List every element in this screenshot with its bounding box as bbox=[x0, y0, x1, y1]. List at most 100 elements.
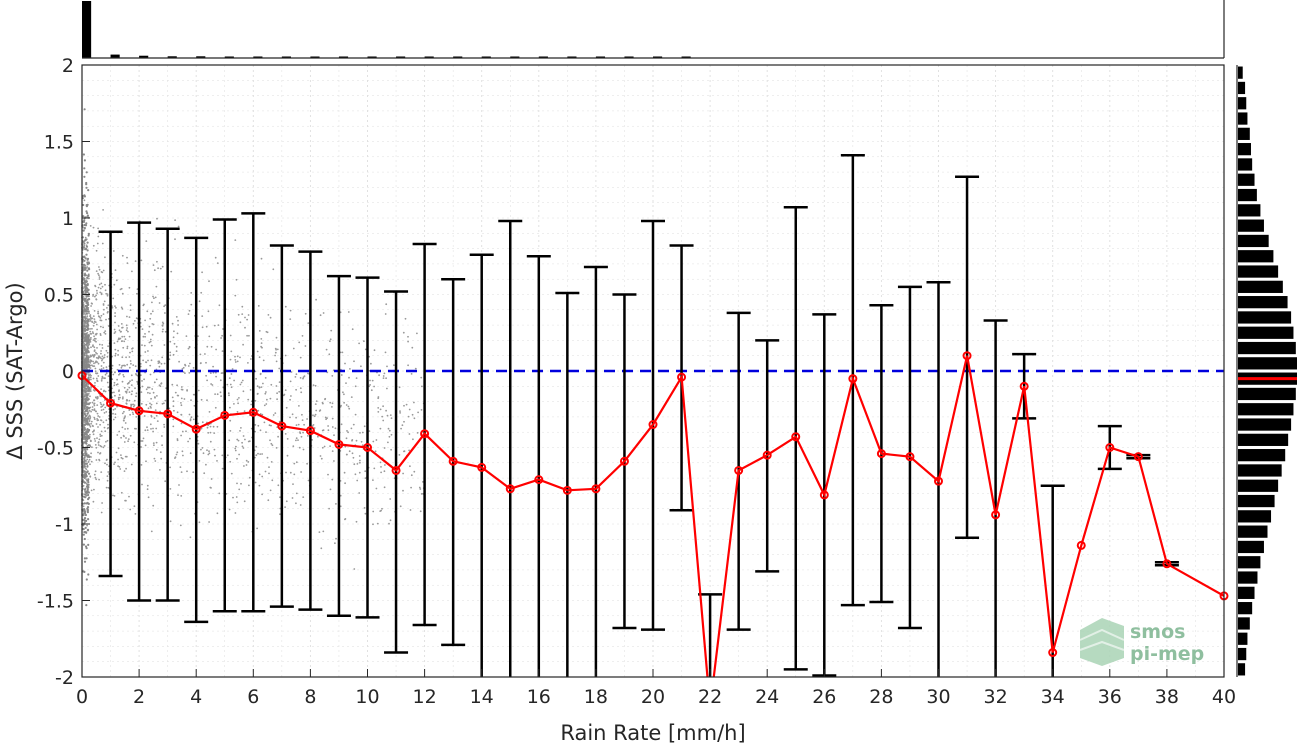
x-tick-label: 28 bbox=[869, 686, 893, 708]
scatter-point bbox=[87, 374, 90, 376]
right-histogram-bar bbox=[1238, 280, 1283, 293]
mean-line bbox=[82, 355, 1224, 677]
scatter-point bbox=[284, 506, 286, 508]
scatter-point bbox=[125, 455, 128, 458]
scatter-point bbox=[190, 292, 193, 294]
scatter-point bbox=[222, 328, 224, 330]
scatter-point bbox=[83, 283, 86, 286]
scatter-point bbox=[176, 451, 179, 454]
scatter-point bbox=[88, 312, 90, 315]
scatter-point bbox=[117, 396, 120, 399]
scatter-point bbox=[272, 268, 275, 271]
scatter-point bbox=[348, 407, 351, 410]
scatter-point bbox=[100, 471, 103, 473]
scatter-point bbox=[153, 457, 156, 460]
scatter-point bbox=[180, 422, 183, 425]
scatter-point bbox=[275, 385, 278, 387]
scatter-point bbox=[260, 342, 263, 344]
top-histogram-bar bbox=[424, 56, 434, 58]
scatter-point bbox=[265, 330, 268, 333]
scatter-point bbox=[261, 413, 264, 416]
scatter-point bbox=[82, 509, 85, 512]
scatter-point bbox=[114, 413, 117, 415]
scatter-point bbox=[124, 415, 126, 418]
scatter-point bbox=[184, 372, 186, 374]
scatter-point bbox=[85, 336, 88, 339]
scatter-point bbox=[172, 400, 175, 403]
scatter-point bbox=[386, 414, 389, 417]
scatter-point bbox=[133, 505, 136, 508]
scatter-point bbox=[85, 312, 88, 315]
scatter-point bbox=[150, 344, 153, 347]
scatter-point bbox=[121, 380, 124, 383]
mean-marker bbox=[191, 424, 201, 434]
right-histogram-bar bbox=[1238, 296, 1288, 309]
scatter-point bbox=[92, 345, 94, 348]
scatter-point bbox=[163, 423, 166, 426]
scatter-point bbox=[85, 222, 88, 225]
scatter-point bbox=[199, 362, 202, 365]
scatter-point bbox=[419, 510, 422, 513]
scatter-point bbox=[98, 268, 101, 271]
scatter-point bbox=[270, 442, 273, 445]
scatter-point bbox=[221, 454, 224, 457]
scatter-point bbox=[405, 403, 408, 406]
scatter-point bbox=[205, 361, 207, 364]
scatter-point bbox=[321, 446, 324, 449]
scatter-point bbox=[343, 393, 345, 396]
scatter-point bbox=[126, 256, 128, 259]
top-histogram-bar bbox=[567, 56, 577, 58]
scatter-point bbox=[89, 433, 91, 436]
scatter-point bbox=[82, 419, 85, 422]
scatter-point bbox=[86, 430, 89, 433]
scatter-point bbox=[107, 318, 110, 320]
scatter-point bbox=[325, 418, 327, 421]
scatter-point bbox=[86, 438, 89, 441]
scatter-point bbox=[247, 398, 250, 401]
scatter-point bbox=[114, 354, 117, 357]
scatter-point bbox=[90, 456, 92, 458]
scatter-point bbox=[121, 457, 124, 460]
scatter-point bbox=[95, 294, 97, 297]
scatter-point bbox=[234, 294, 237, 297]
scatter-point bbox=[201, 315, 204, 317]
scatter-point bbox=[87, 261, 90, 264]
scatter-point bbox=[279, 496, 281, 499]
scatter-point bbox=[120, 323, 123, 325]
scatter-point bbox=[390, 417, 393, 420]
scatter-point bbox=[237, 439, 240, 442]
mean-marker bbox=[334, 439, 344, 449]
right-histogram-bar bbox=[1238, 418, 1292, 431]
scatter-point bbox=[269, 489, 272, 492]
scatter-point bbox=[85, 578, 88, 581]
x-tick-label: 0 bbox=[76, 686, 88, 708]
x-tick-label: 20 bbox=[641, 686, 665, 708]
scatter-point bbox=[101, 242, 104, 245]
scatter-point bbox=[146, 310, 149, 313]
scatter-point bbox=[83, 242, 86, 245]
scatter-point bbox=[85, 519, 88, 523]
scatter-point bbox=[85, 419, 88, 423]
scatter-point bbox=[289, 398, 291, 401]
scatter-point bbox=[104, 333, 107, 335]
scatter-point bbox=[121, 340, 123, 342]
right-histogram-bar bbox=[1238, 219, 1264, 232]
scatter-point bbox=[85, 531, 88, 534]
scatter-point bbox=[293, 462, 296, 465]
scatter-point bbox=[95, 360, 97, 363]
scatter-point bbox=[174, 457, 176, 459]
scatter-point bbox=[117, 349, 119, 352]
scatter-point bbox=[410, 474, 413, 477]
scatter-point bbox=[289, 309, 292, 312]
scatter-point bbox=[128, 335, 131, 338]
scatter-point bbox=[246, 334, 249, 337]
scatter-point bbox=[388, 522, 390, 525]
scatter-point bbox=[380, 509, 382, 512]
top-histogram-bar bbox=[338, 56, 349, 58]
scatter-point bbox=[92, 226, 95, 229]
scatter-point bbox=[140, 440, 143, 442]
scatter-point bbox=[145, 361, 148, 364]
scatter-point bbox=[400, 427, 402, 430]
scatter-point bbox=[208, 521, 211, 523]
scatter-point bbox=[135, 327, 137, 329]
